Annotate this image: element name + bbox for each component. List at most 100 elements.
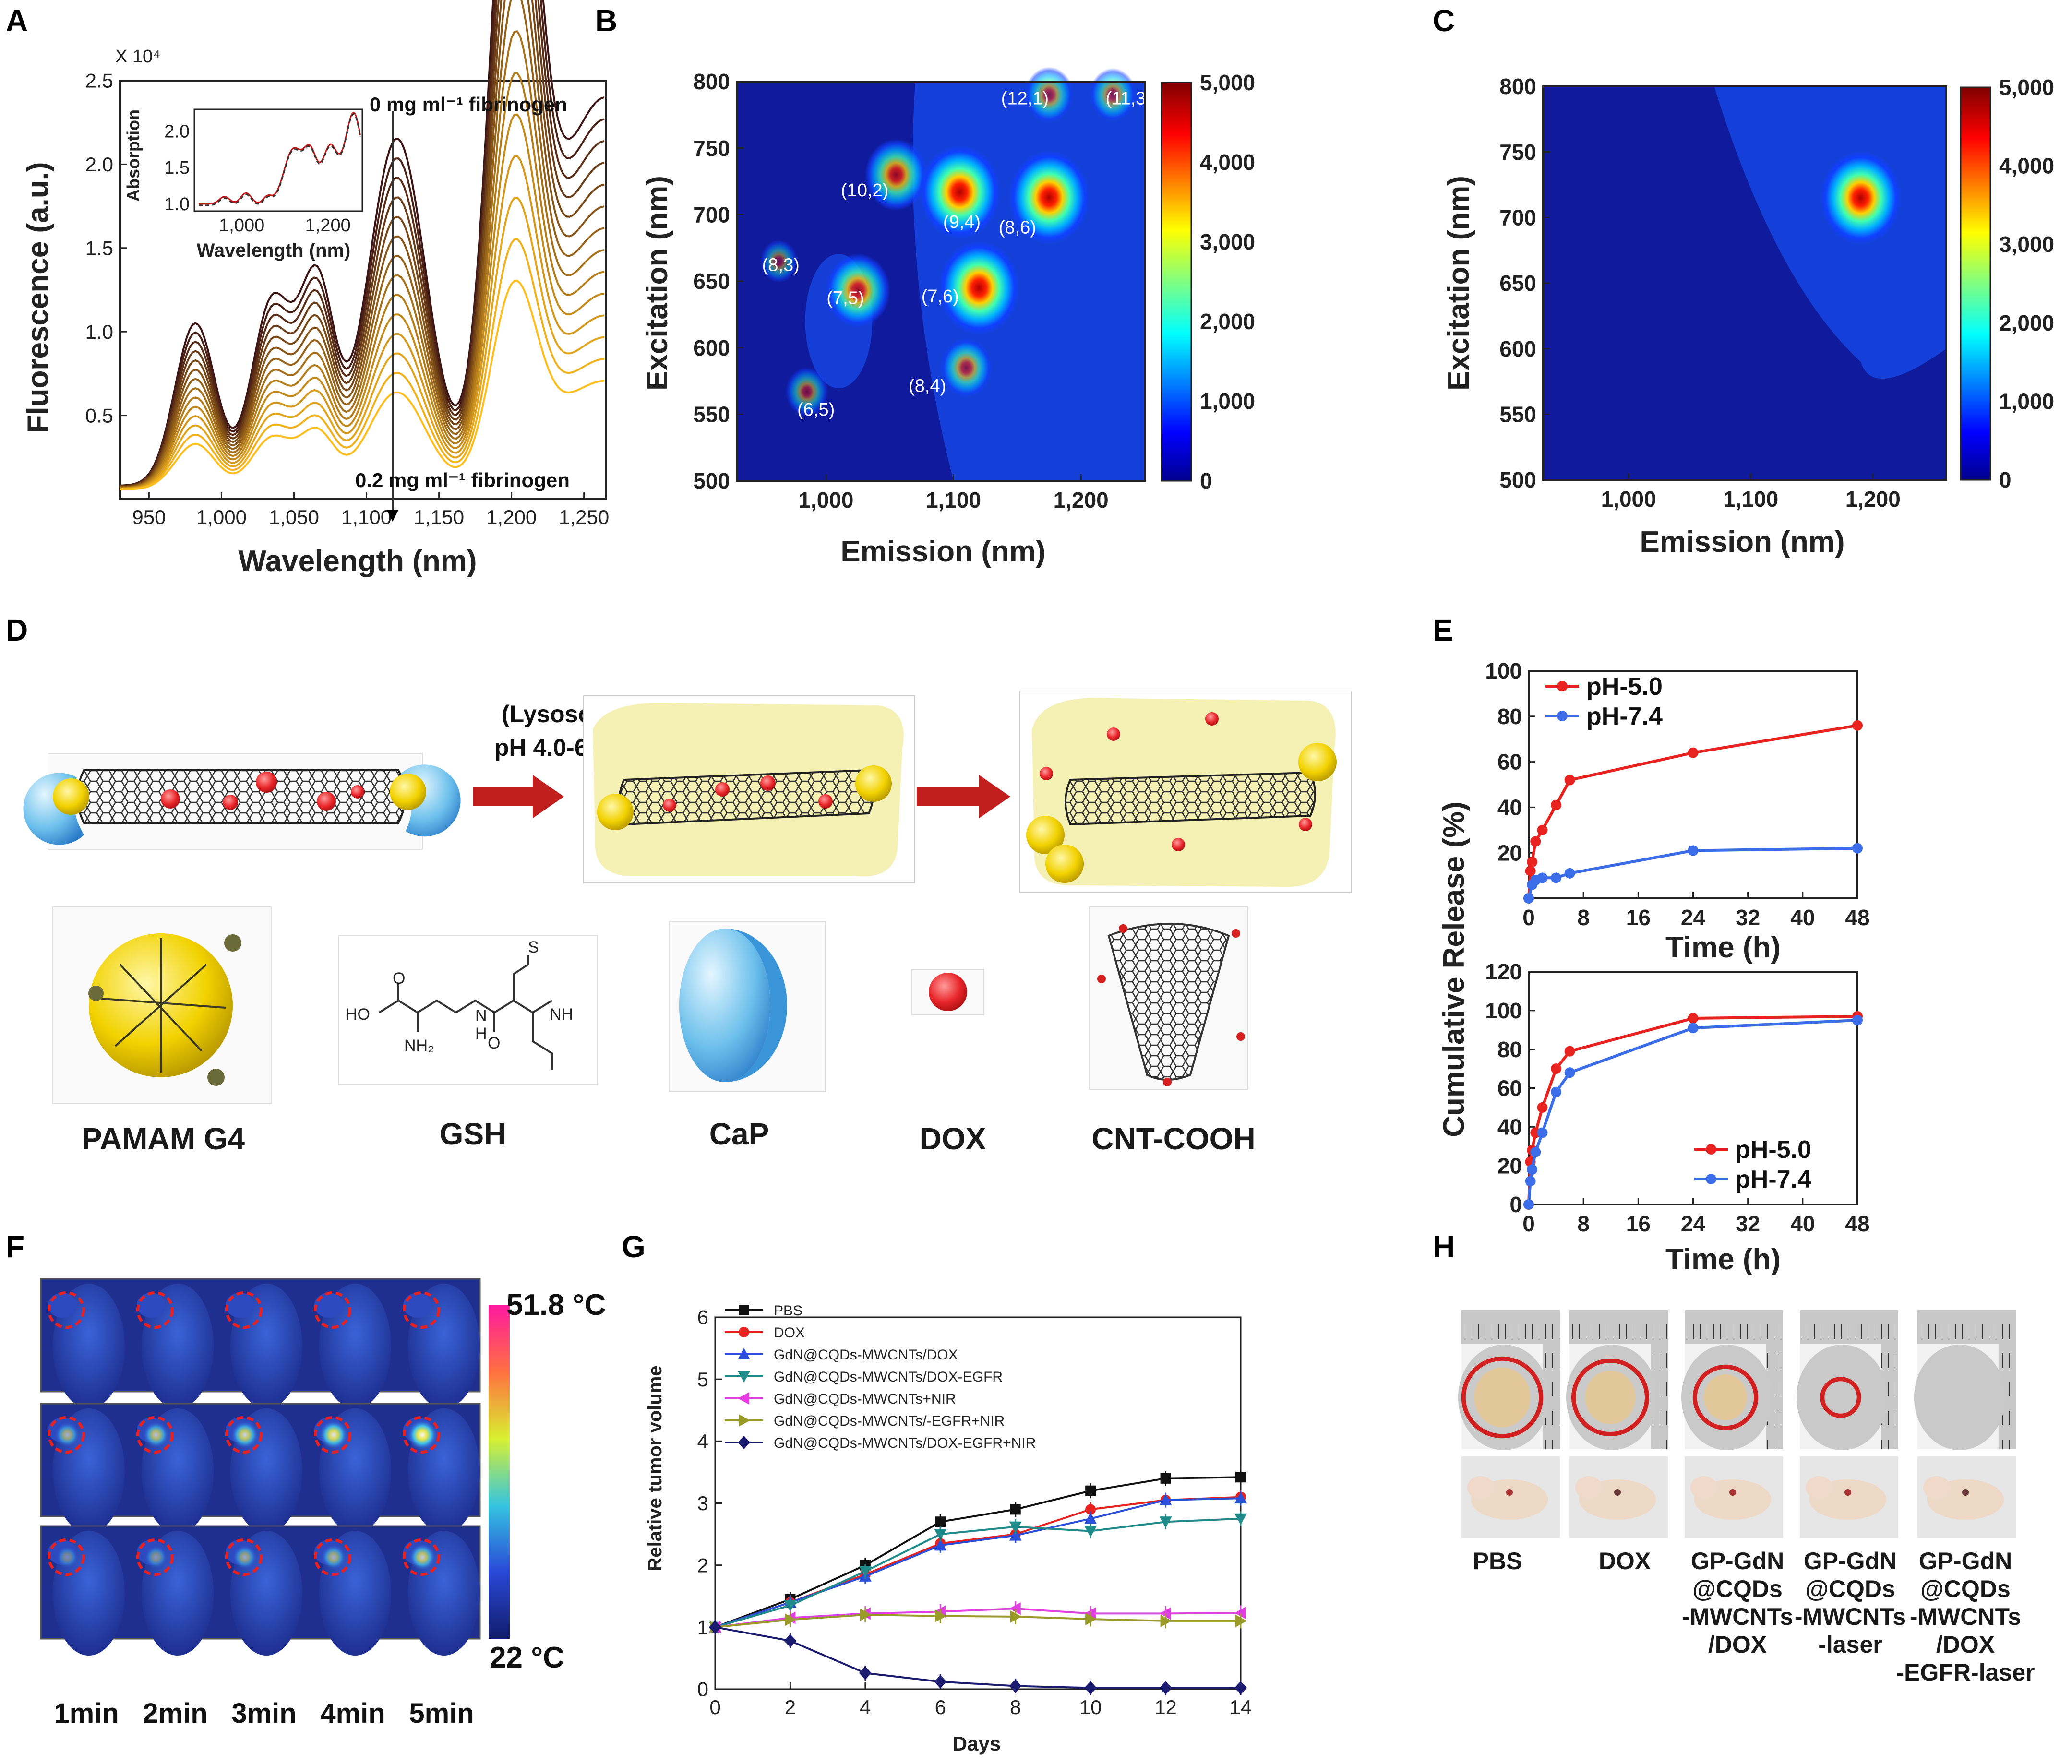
heatmap-spot: (7,6) xyxy=(922,241,1020,335)
arrow-right-icon-1 xyxy=(473,775,564,818)
h-group-label: GP-GdN xyxy=(1691,1548,1784,1574)
release-point xyxy=(1852,843,1863,854)
y-tick-label: 2 xyxy=(697,1554,708,1576)
release-point xyxy=(1564,868,1575,879)
b-colorbar-ticks: 0 1,000 2,000 3,000 4,000 5,000 xyxy=(1200,70,1255,493)
g-marker xyxy=(1235,1614,1247,1627)
h-group-label: -MWCNTs xyxy=(1682,1603,1793,1630)
g-marker xyxy=(785,1613,797,1626)
b-axes: 1,000 1,100 1,200 500 550 600 650 700 750 800 xyxy=(693,69,1146,513)
inset-y-tick-label: 1.5 xyxy=(164,158,190,178)
colorbar-tick-label: 1,000 xyxy=(1200,389,1255,414)
g-ylabel: Relative tumor volume xyxy=(645,1365,666,1571)
f-region-circle xyxy=(225,1291,263,1329)
f-hot-spot xyxy=(56,1546,78,1568)
x-tick-label: 1,100 xyxy=(341,506,392,528)
legend-marker xyxy=(1706,1144,1716,1155)
g-marker xyxy=(1084,1681,1097,1695)
g-marker xyxy=(859,1666,872,1680)
spot-blob xyxy=(864,139,928,211)
g-series-line xyxy=(715,1517,1241,1628)
e-top-chart: 0 8 16 24 32 40 48 20 40 60 80 100 pH-5.0pH-7.4 xyxy=(1485,658,1869,930)
f-region-circle xyxy=(403,1291,440,1329)
b-heatmap: (6,5) (7,5) (8,3) (10,2) (9,4) (8,6) (7,6) (8,4… xyxy=(737,67,1152,481)
mouse-ear xyxy=(48,1293,77,1318)
f-mouse-cell xyxy=(136,1284,214,1408)
inset-absorption-line xyxy=(199,113,361,206)
g-marker xyxy=(934,1529,947,1541)
x-tick-label: 1,150 xyxy=(414,506,464,528)
g-marker xyxy=(1085,1504,1096,1515)
x-tick-label: 1,000 xyxy=(196,506,247,528)
h-group-label: DOX xyxy=(1599,1548,1651,1574)
x-tick-label: 12 xyxy=(1154,1696,1177,1718)
colorbar-tick-label: 4,000 xyxy=(1999,154,2054,179)
y-tick-label: 100 xyxy=(1485,998,1522,1023)
h-photo-cell xyxy=(1914,1310,2016,1538)
g-marker xyxy=(1234,1681,1247,1695)
h-mouse-head xyxy=(1575,1476,1602,1499)
y-tick-label: 700 xyxy=(693,202,730,227)
h-tumor-outline xyxy=(1692,1364,1759,1430)
cap-icon xyxy=(669,921,826,1092)
f-mouse-cell xyxy=(48,1408,125,1533)
a-inset: 1,000 1,200 1.0 1.5 2.0 Wavelength (nm) Absorp… xyxy=(123,108,363,261)
d-component-label-5: CNT-COOH xyxy=(1091,1121,1255,1156)
y-tick-label: 650 xyxy=(693,269,730,294)
release-point xyxy=(1525,866,1536,877)
spot-blob xyxy=(1008,150,1090,245)
h-tumor-outline xyxy=(1461,1356,1544,1439)
g-marker xyxy=(860,1609,872,1621)
mouse-ear xyxy=(403,1293,432,1318)
a-spectrum-line xyxy=(120,155,605,490)
a-spectrum-line xyxy=(120,0,605,488)
spot-label: (8,6) xyxy=(999,217,1036,238)
x-tick-label: 16 xyxy=(1626,905,1651,930)
release-point xyxy=(1852,720,1863,731)
y-tick-label: 1.0 xyxy=(85,321,113,343)
y-tick-label: 40 xyxy=(1497,1114,1522,1139)
x-tick-label: 32 xyxy=(1736,1211,1760,1236)
h-group-label: GP-GdN xyxy=(1919,1548,2012,1574)
x-tick-label: 1,200 xyxy=(1054,488,1109,513)
gsh-atom-h: H xyxy=(475,1025,487,1043)
y-tick-label: 750 xyxy=(693,136,730,161)
gsh-structure-icon: S HO N H NH₂ NH O O xyxy=(338,935,598,1085)
y-tick-label: 800 xyxy=(1499,74,1536,99)
mouse-ear xyxy=(314,1293,343,1318)
c-xlabel: Emission (nm) xyxy=(1640,525,1844,559)
a-spectrum-line xyxy=(120,113,605,489)
release-point xyxy=(1537,1102,1548,1113)
panel-a: A X 10⁴ 950 1,000 1,050 1,100 1,150 1,200 1,25… xyxy=(6,0,609,578)
release-point xyxy=(1564,1067,1575,1078)
g-marker xyxy=(1084,1526,1097,1538)
x-tick-label: 0 xyxy=(1522,1211,1535,1236)
cnt-cooh-icon xyxy=(1089,906,1248,1090)
g-marker xyxy=(934,1675,947,1689)
a-spectrum-line xyxy=(120,0,605,487)
y-tick-label: 1.5 xyxy=(85,237,113,260)
y-tick-label: 20 xyxy=(1497,840,1522,865)
heatmap-spot: (7,5) xyxy=(825,253,890,328)
a-yscale-label: X 10⁴ xyxy=(115,47,161,67)
y-tick-label: 6 xyxy=(697,1306,708,1329)
mouse-ear xyxy=(137,1293,166,1318)
panel-label-g: G xyxy=(622,1229,646,1264)
f-region-circle xyxy=(48,1416,85,1454)
f-mouse-cell xyxy=(48,1284,125,1408)
y-tick-label: 20 xyxy=(1497,1153,1522,1178)
spot-label: (10,2) xyxy=(841,180,888,201)
g-marker xyxy=(859,1566,872,1578)
loaded-nanotube xyxy=(23,753,461,850)
g-marker xyxy=(739,1305,749,1315)
x-tick-label: 1,100 xyxy=(926,488,981,513)
y-tick-label: 5 xyxy=(697,1368,708,1391)
x-tick-label: 1,100 xyxy=(1723,487,1778,512)
release-point xyxy=(1523,893,1534,904)
y-tick-label: 80 xyxy=(1497,1037,1522,1062)
h-group-label: @CQDs xyxy=(1920,1575,2011,1602)
lysosome-1 xyxy=(583,695,915,883)
colorbar-tick-label: 0 xyxy=(1200,468,1212,493)
x-tick-label: 24 xyxy=(1681,905,1706,930)
